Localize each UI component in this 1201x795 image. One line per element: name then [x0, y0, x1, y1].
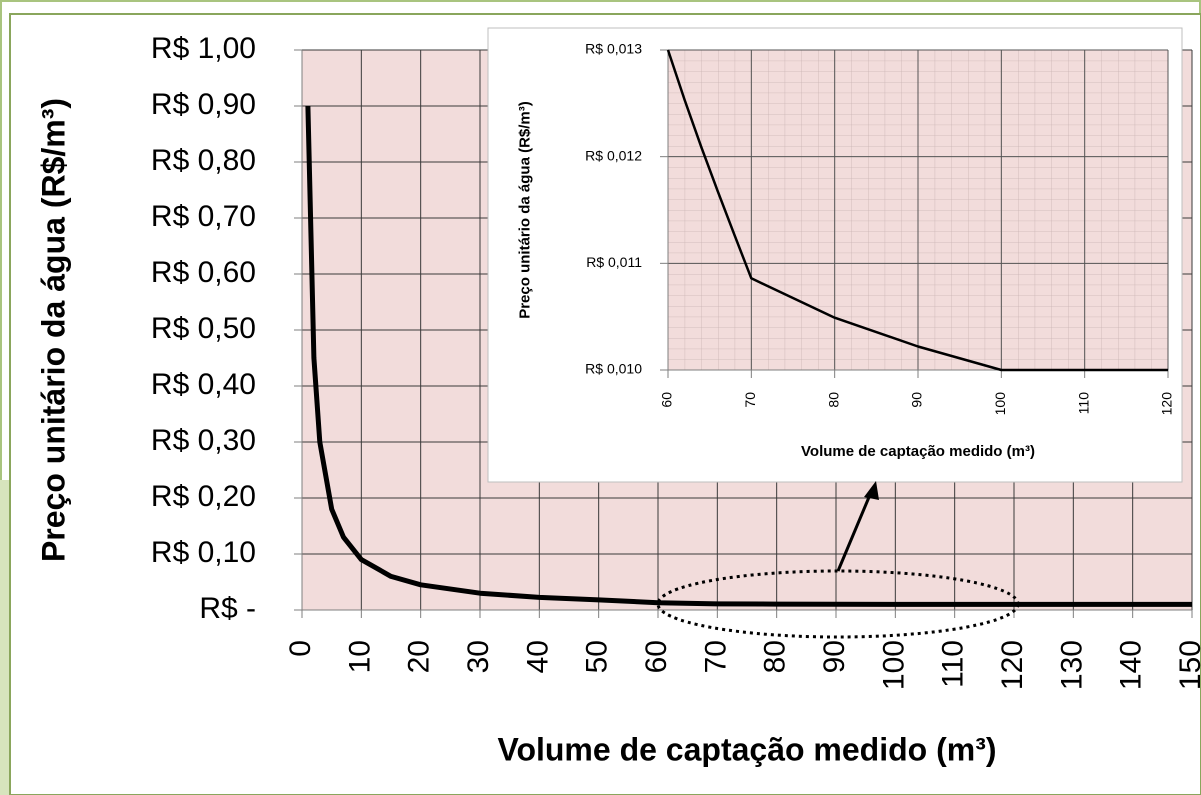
- x-tick-label: 100: [877, 640, 910, 690]
- data-line: [666, 49, 1168, 372]
- data-line: [305, 105, 1192, 607]
- x-tick-label: 100: [992, 392, 1008, 416]
- y-tick-label: R$ 0,50: [151, 312, 256, 345]
- inset-chart: R$ 0,010 R$ 0,011 R$ 0,012 R$ 0,013 60 70 80 90…: [487, 27, 1183, 483]
- x-tick-label: 120: [1159, 392, 1175, 416]
- x-tick-label: 120: [996, 640, 1029, 690]
- x-axis-label: Volume de captação medido (m³): [801, 443, 1035, 460]
- x-tick-label: 40: [521, 640, 554, 673]
- y-tick-label: R$ 0,011: [586, 254, 642, 270]
- y-tick-label: R$ 1,00: [151, 32, 256, 65]
- y-axis-label: Preço unitário da água (R$/m³): [516, 101, 533, 319]
- x-tick-label: 130: [1055, 640, 1088, 690]
- y-tick-label: R$ 0,20: [151, 480, 256, 513]
- y-tick-label: R$ 0,012: [585, 147, 642, 163]
- arrow-head: [864, 481, 879, 500]
- x-axis-label: Volume de captação medido (m³): [497, 731, 996, 767]
- x-tick-label: 90: [909, 392, 925, 408]
- y-tick-label: R$ -: [199, 592, 256, 625]
- x-tick-label: 70: [742, 392, 758, 408]
- x-tick-label: 80: [759, 640, 792, 673]
- x-tick-label: 110: [1075, 392, 1091, 415]
- x-tick-label: 90: [818, 640, 851, 673]
- highlight-ellipse: [656, 569, 1020, 639]
- y-tick-label: R$ 0,013: [585, 41, 642, 57]
- x-tick-label: 140: [1115, 640, 1148, 690]
- y-tick-label: R$ 0,90: [151, 88, 256, 121]
- annotation-arrow: [836, 489, 874, 572]
- x-tick-label: 110: [937, 640, 970, 688]
- x-tick-label: 20: [403, 640, 436, 673]
- x-tick-label: 150: [1174, 640, 1201, 690]
- y-axis-label: Preço unitário da água (R$/m³): [35, 98, 71, 562]
- y-tick-label: R$ 0,010: [585, 361, 642, 377]
- y-tick-label: R$ 0,80: [151, 144, 256, 177]
- y-tick-label: R$ 0,40: [151, 368, 256, 401]
- x-tick-label: 60: [640, 640, 673, 673]
- x-tick-label: 50: [581, 640, 614, 673]
- y-tick-label: R$ 0,70: [151, 200, 256, 233]
- x-tick-label: 10: [343, 640, 376, 673]
- y-tick-label: R$ 0,60: [151, 256, 256, 289]
- y-tick-label: R$ 0,30: [151, 424, 256, 457]
- x-tick-label: 0: [284, 640, 317, 657]
- x-tick-label: 80: [825, 392, 841, 408]
- x-tick-label: 60: [659, 392, 675, 408]
- x-tick-label: 30: [462, 640, 495, 673]
- y-tick-label: R$ 0,10: [151, 536, 256, 569]
- x-tick-label: 70: [699, 640, 732, 673]
